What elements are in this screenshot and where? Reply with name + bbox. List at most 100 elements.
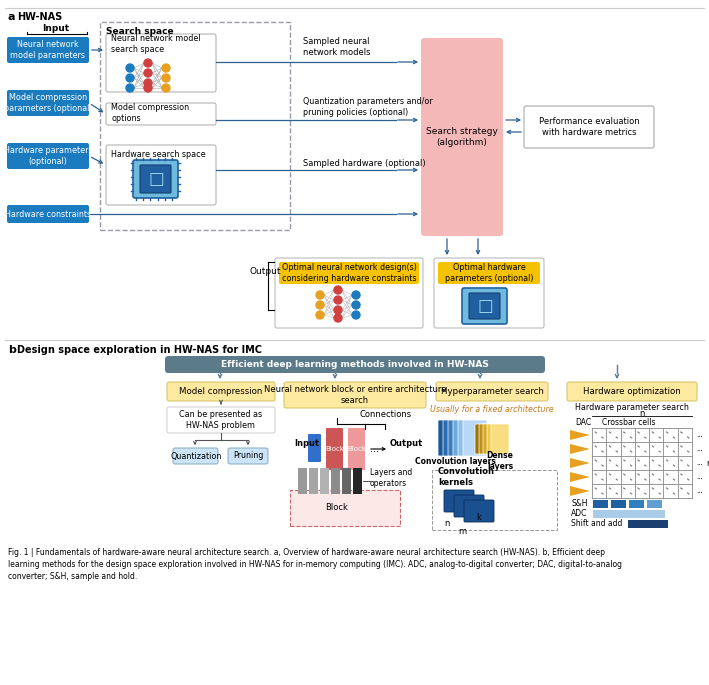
- Text: Crossbar cells: Crossbar cells: [602, 417, 656, 427]
- FancyBboxPatch shape: [629, 500, 644, 508]
- FancyBboxPatch shape: [331, 468, 340, 494]
- Circle shape: [669, 489, 673, 493]
- Circle shape: [654, 489, 659, 493]
- Polygon shape: [570, 486, 590, 496]
- Text: Performance evaluation
with hardware metrics: Performance evaluation with hardware met…: [539, 117, 640, 137]
- Circle shape: [669, 461, 673, 465]
- FancyBboxPatch shape: [133, 160, 178, 198]
- Text: Quantization parameters and/or
pruning policies (optional): Quantization parameters and/or pruning p…: [303, 97, 432, 116]
- Text: Optimal neural network design(s)
considering hardware constraints: Optimal neural network design(s) conside…: [281, 263, 416, 283]
- FancyBboxPatch shape: [167, 382, 275, 401]
- Text: Block: Block: [347, 446, 366, 452]
- Circle shape: [625, 433, 630, 437]
- Circle shape: [669, 475, 673, 480]
- FancyBboxPatch shape: [275, 258, 423, 328]
- FancyBboxPatch shape: [290, 490, 400, 526]
- Circle shape: [611, 461, 615, 465]
- Circle shape: [597, 447, 601, 451]
- Circle shape: [144, 84, 152, 92]
- FancyBboxPatch shape: [444, 490, 474, 512]
- Text: □: □: [148, 170, 164, 188]
- Circle shape: [640, 447, 644, 451]
- Circle shape: [640, 475, 644, 480]
- FancyBboxPatch shape: [469, 293, 500, 319]
- Circle shape: [625, 447, 630, 451]
- Polygon shape: [570, 430, 590, 440]
- FancyBboxPatch shape: [7, 37, 89, 63]
- FancyBboxPatch shape: [611, 500, 626, 508]
- FancyBboxPatch shape: [326, 428, 343, 470]
- FancyBboxPatch shape: [308, 434, 321, 462]
- FancyBboxPatch shape: [7, 143, 89, 169]
- FancyBboxPatch shape: [298, 468, 307, 494]
- Circle shape: [683, 475, 687, 480]
- FancyBboxPatch shape: [567, 382, 697, 401]
- FancyBboxPatch shape: [140, 165, 171, 193]
- Circle shape: [611, 447, 615, 451]
- Text: Sampled hardware (optional): Sampled hardware (optional): [303, 158, 425, 168]
- Text: k: k: [476, 512, 481, 521]
- Circle shape: [597, 433, 601, 437]
- Text: Usually for a fixed architecture: Usually for a fixed architecture: [430, 405, 554, 414]
- FancyBboxPatch shape: [458, 420, 482, 456]
- FancyBboxPatch shape: [487, 424, 505, 454]
- FancyBboxPatch shape: [454, 495, 484, 517]
- Text: Quantization: Quantization: [170, 451, 222, 460]
- FancyBboxPatch shape: [479, 424, 497, 454]
- Circle shape: [597, 489, 601, 493]
- Polygon shape: [570, 444, 590, 454]
- Circle shape: [640, 433, 644, 437]
- Text: n: n: [640, 408, 644, 417]
- Circle shape: [654, 433, 659, 437]
- Text: Connections: Connections: [360, 410, 412, 419]
- Text: Block: Block: [325, 503, 348, 512]
- Circle shape: [654, 461, 659, 465]
- FancyBboxPatch shape: [443, 420, 467, 456]
- Text: ...: ...: [696, 474, 703, 480]
- FancyBboxPatch shape: [448, 420, 472, 456]
- Text: Shift and add: Shift and add: [571, 519, 623, 529]
- Text: m: m: [706, 458, 709, 467]
- Text: S&H: S&H: [571, 499, 588, 508]
- Text: Hyperparameter search: Hyperparameter search: [440, 387, 543, 396]
- Text: Search strategy
(algorithm): Search strategy (algorithm): [426, 127, 498, 147]
- FancyBboxPatch shape: [593, 500, 608, 508]
- Text: Layers and
operators: Layers and operators: [370, 469, 412, 488]
- Circle shape: [144, 59, 152, 67]
- FancyBboxPatch shape: [593, 510, 665, 518]
- Circle shape: [611, 489, 615, 493]
- Text: b: b: [8, 345, 16, 355]
- Text: Model compression
parameters (optional): Model compression parameters (optional): [4, 93, 92, 113]
- FancyBboxPatch shape: [167, 407, 275, 433]
- FancyBboxPatch shape: [462, 288, 507, 324]
- Text: m: m: [458, 527, 466, 536]
- Circle shape: [669, 447, 673, 451]
- Circle shape: [162, 74, 170, 82]
- Circle shape: [334, 296, 342, 304]
- Text: Input: Input: [294, 440, 319, 449]
- Circle shape: [625, 489, 630, 493]
- FancyBboxPatch shape: [106, 145, 216, 205]
- Text: Output: Output: [390, 440, 423, 449]
- FancyBboxPatch shape: [491, 424, 509, 454]
- FancyBboxPatch shape: [628, 520, 668, 528]
- Text: Hardware search space: Hardware search space: [111, 149, 206, 158]
- Circle shape: [625, 461, 630, 465]
- Circle shape: [126, 74, 134, 82]
- Text: ...: ...: [370, 444, 379, 454]
- Circle shape: [334, 306, 342, 314]
- Text: Design space exploration in HW-NAS for IMC: Design space exploration in HW-NAS for I…: [17, 345, 262, 355]
- Text: Model compression: Model compression: [179, 387, 263, 396]
- Circle shape: [162, 84, 170, 92]
- Text: Efficient deep learning methods involved in HW-NAS: Efficient deep learning methods involved…: [221, 360, 489, 369]
- Text: ADC: ADC: [571, 510, 587, 519]
- Circle shape: [352, 291, 360, 299]
- Circle shape: [611, 433, 615, 437]
- FancyBboxPatch shape: [421, 38, 503, 236]
- Text: DAC: DAC: [575, 417, 591, 427]
- Text: Neural network block or entire architecture
search: Neural network block or entire architect…: [264, 385, 446, 405]
- Circle shape: [683, 489, 687, 493]
- Circle shape: [126, 64, 134, 72]
- FancyBboxPatch shape: [483, 424, 501, 454]
- Circle shape: [669, 433, 673, 437]
